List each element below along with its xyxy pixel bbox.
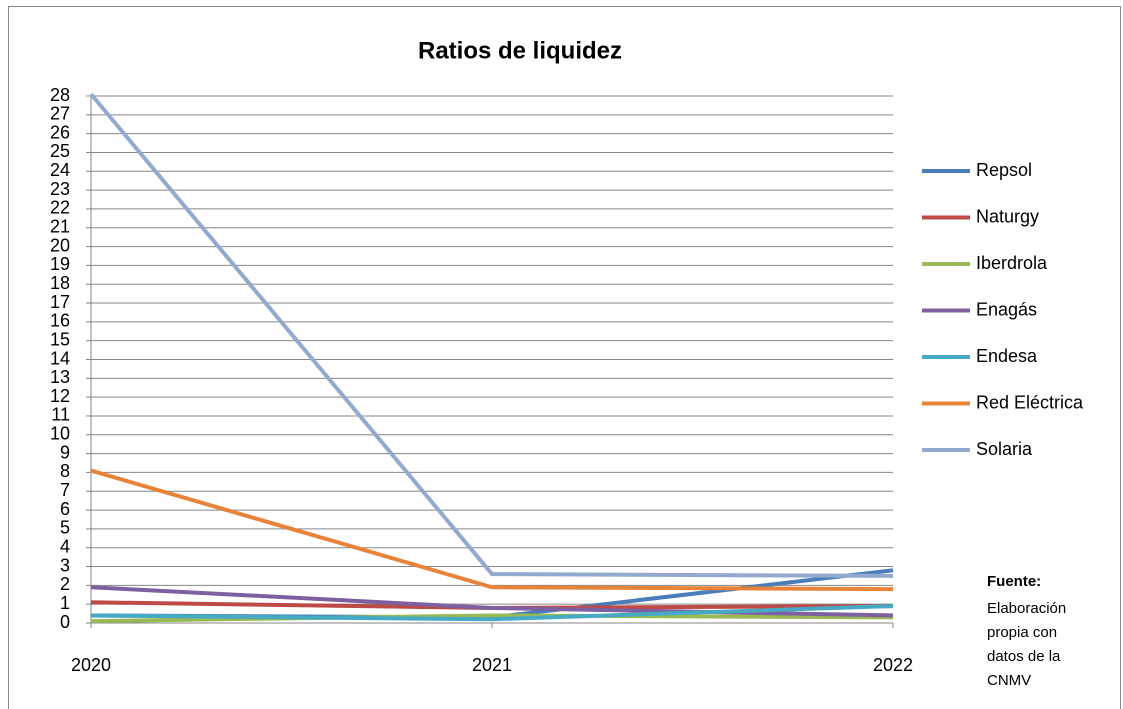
legend-label: Endesa (976, 346, 1038, 366)
series-line (90, 613, 894, 624)
note-line: CNMV (987, 672, 1031, 689)
x-tick-label: 2022 (873, 655, 913, 675)
y-tick-label: 24 (50, 160, 70, 180)
note-title: Fuente: (987, 573, 1041, 590)
y-tick-label: 23 (50, 179, 70, 199)
y-tick-label: 13 (50, 367, 70, 387)
y-tick-label: 25 (50, 141, 70, 161)
y-tick-label: 17 (50, 292, 70, 312)
y-tick-label: 18 (50, 273, 70, 293)
legend-label: Red Eléctrica (976, 392, 1084, 412)
y-tick-label: 9 (60, 442, 70, 462)
y-tick-label: 20 (50, 235, 70, 255)
note-line: datos de la (987, 648, 1061, 665)
series-line (90, 585, 894, 618)
y-tick-label: 27 (50, 104, 70, 124)
series-line (90, 468, 894, 592)
x-tick-label: 2020 (71, 655, 111, 675)
y-tick-label: 11 (51, 405, 70, 425)
legend-label: Naturgy (976, 206, 1039, 226)
y-tick-label: 10 (50, 424, 70, 444)
chart-title: Ratios de liquidez (418, 37, 622, 64)
y-tick-label: 28 (50, 85, 70, 105)
y-tick-label: 1 (60, 593, 70, 613)
series-line (89, 92, 894, 578)
chart-frame (8, 6, 1121, 709)
y-tick-label: 2 (60, 574, 70, 594)
y-tick-label: 16 (50, 311, 70, 331)
note-line: Elaboración (987, 600, 1066, 617)
y-tick-label: 21 (50, 217, 70, 237)
series-line (90, 604, 894, 622)
legend-label: Repsol (976, 160, 1032, 180)
y-tick-label: 26 (50, 122, 70, 142)
y-tick-label: 4 (60, 536, 70, 556)
y-tick-label: 8 (60, 461, 70, 481)
y-tick-label: 14 (50, 348, 70, 368)
y-tick-label: 3 (60, 555, 70, 575)
y-tick-label: 19 (50, 254, 70, 274)
y-tick-label: 12 (50, 386, 70, 406)
note-line: propia con (987, 624, 1057, 641)
y-tick-label: 7 (60, 480, 70, 500)
y-tick-label: 15 (50, 329, 70, 349)
y-tick-label: 0 (60, 612, 70, 632)
x-tick-label: 2021 (472, 655, 512, 675)
y-tick-label: 5 (60, 518, 70, 538)
legend-label: Solaria (976, 439, 1033, 459)
legend-label: Iberdrola (976, 253, 1048, 273)
y-tick-label: 22 (50, 198, 70, 218)
y-tick-label: 6 (60, 499, 70, 519)
legend-label: Enagás (976, 299, 1037, 319)
